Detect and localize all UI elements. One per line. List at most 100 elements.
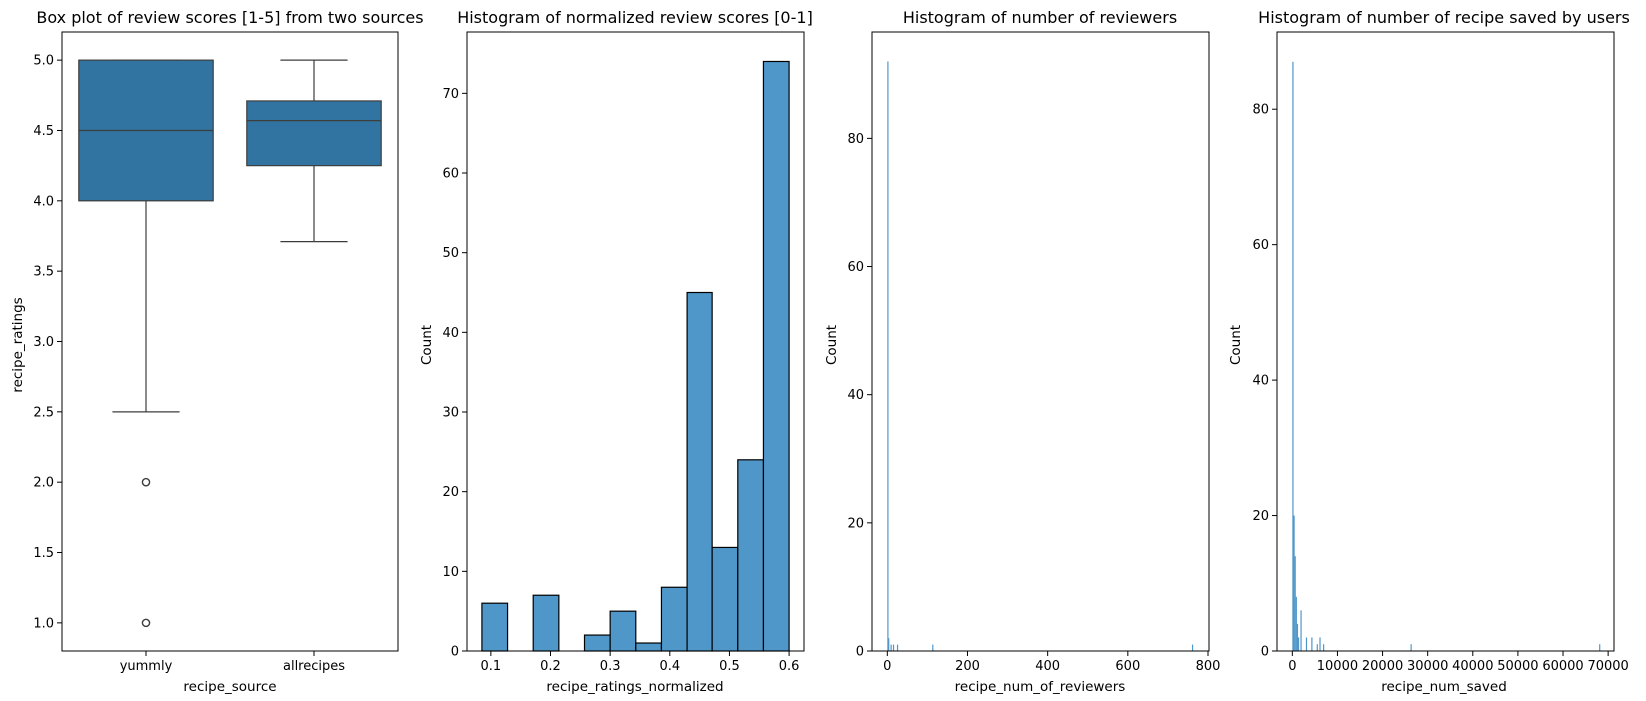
x-tick-label: 50000	[1497, 659, 1538, 674]
ratings-histogram-panel: Histogram of normalized review scores [0…	[419, 8, 813, 695]
y-tick-label: 40	[1252, 374, 1269, 389]
saved-histogram-ylabel: Count	[1228, 325, 1244, 365]
y-tick-label: 60	[1252, 238, 1269, 253]
y-tick-label: 4.5	[33, 124, 54, 139]
x-tick-label: 600	[1115, 659, 1140, 674]
boxplot-ylabel: recipe_ratings	[10, 297, 26, 392]
histogram-bar	[890, 644, 892, 651]
axes-frame	[871, 31, 1210, 652]
box-allrecipes	[246, 100, 382, 167]
y-tick-label: 60	[847, 260, 864, 275]
y-tick-label: 20	[1252, 509, 1269, 524]
histogram-bar	[711, 546, 739, 652]
y-tick-label: 4.0	[33, 194, 54, 209]
histogram-bar	[635, 642, 663, 652]
x-tick-label: 0.3	[600, 659, 621, 674]
outlier-point	[141, 618, 151, 628]
reviewers-histogram-title: Histogram of number of reviewers	[903, 8, 1177, 27]
histogram-bar	[737, 459, 765, 652]
y-tick-label: 0	[451, 645, 459, 660]
histogram-bar	[1410, 644, 1412, 651]
y-tick-label: 2.5	[33, 405, 54, 420]
y-tick-label: 40	[847, 388, 864, 403]
histogram-bar	[762, 60, 790, 652]
axes-frame	[466, 31, 805, 652]
saved-histogram-title: Histogram of number of recipe saved by u…	[1258, 8, 1630, 27]
outlier-point	[141, 477, 151, 487]
x-tick-label: 0.1	[481, 659, 502, 674]
histogram-bar	[532, 594, 560, 652]
reviewers-histogram-xlabel: recipe_num_of_reviewers	[955, 679, 1126, 695]
y-tick-label: 1.0	[33, 616, 54, 631]
y-tick-label: 1.5	[33, 546, 54, 561]
histogram-bar	[1599, 644, 1601, 651]
axes-frame	[1276, 31, 1615, 652]
histogram-bar	[1295, 596, 1297, 651]
histogram-bar	[892, 644, 895, 651]
x-tick-label: 0	[1288, 659, 1296, 674]
histogram-bar	[609, 610, 637, 652]
ratings-histogram-title: Histogram of normalized review scores [0…	[457, 8, 813, 27]
x-tick-label: 20000	[1362, 659, 1403, 674]
histogram-bar	[1191, 644, 1194, 651]
saved-histogram-xlabel: recipe_num_saved	[1381, 679, 1507, 695]
y-tick-label: 80	[1252, 103, 1269, 118]
y-tick-label: 2.0	[33, 476, 54, 491]
boxplot-marks: yummly allrecipes 1.0 1.5 2.0 2.5 3.0 3.5 4.0 4.5…	[33, 31, 399, 674]
histogram-bar	[1294, 556, 1296, 651]
histogram-bar	[1297, 637, 1300, 651]
x-tick-label: 0.6	[779, 659, 800, 674]
y-tick-label: 30	[442, 406, 459, 421]
x-tick-label: 400	[1035, 659, 1060, 674]
histogram-bar	[1293, 515, 1295, 651]
ratings-histogram-xlabel: recipe_ratings_normalized	[546, 679, 723, 695]
histogram-bar	[888, 638, 890, 651]
ratings-histogram-ylabel: Count	[419, 325, 435, 365]
y-tick-label: 20	[442, 485, 459, 500]
y-tick-label: 10	[442, 565, 459, 580]
y-tick-label: 20	[847, 516, 864, 531]
histogram-bar	[1319, 637, 1321, 651]
histogram-bar	[1305, 637, 1308, 651]
histogram-bar	[1296, 623, 1299, 651]
y-tick-label: 0	[856, 645, 864, 660]
x-tick-label: 0.5	[719, 659, 740, 674]
y-tick-label: 80	[847, 132, 864, 147]
histogram-bar	[1292, 61, 1294, 651]
boxplot-title: Box plot of review scores [1-5] from two…	[36, 8, 423, 27]
x-tick-label: 200	[955, 659, 980, 674]
y-tick-label: 3.0	[33, 335, 54, 350]
saved-histogram-panel: Histogram of number of recipe saved by u…	[1228, 8, 1630, 695]
histogram-bar	[686, 291, 713, 652]
histogram-bar	[887, 61, 889, 651]
y-tick-label: 40	[442, 326, 459, 341]
histogram-bar	[932, 644, 934, 651]
y-tick-label: 60	[442, 167, 459, 182]
reviewers-histogram-marks: 0 200 400 600 800 0 20 40 60 80	[847, 31, 1220, 674]
y-tick-label: 3.5	[33, 265, 54, 280]
histogram-bar	[896, 644, 899, 651]
x-tick-label: yummly	[120, 659, 173, 674]
boxplot-panel: Box plot of review scores [1-5] from two…	[10, 8, 424, 695]
x-tick-label: 0.4	[659, 659, 680, 674]
axes-frame	[61, 31, 399, 652]
y-tick-label: 70	[442, 87, 459, 102]
x-tick-label: 40000	[1452, 659, 1493, 674]
histogram-bar	[1300, 610, 1302, 651]
histogram-bar	[1323, 644, 1325, 651]
reviewers-histogram-ylabel: Count	[824, 325, 840, 365]
histogram-bar	[1311, 637, 1313, 651]
saved-histogram-marks: 0 10000 20000 30000 40000 50000 60000 70000 0 20 4…	[1252, 31, 1629, 674]
x-tick-label: 30000	[1407, 659, 1448, 674]
histogram-bar	[660, 586, 688, 652]
x-tick-label: 70000	[1587, 659, 1628, 674]
x-tick-label: 0.2	[540, 659, 561, 674]
y-tick-label: 50	[442, 246, 459, 261]
y-tick-label: 0	[1261, 645, 1269, 660]
x-tick-label: 10000	[1317, 659, 1358, 674]
histogram-bar	[583, 634, 611, 652]
histogram-bar	[481, 602, 509, 652]
x-tick-label: 60000	[1542, 659, 1583, 674]
reviewers-histogram-panel: Histogram of number of reviewers recipe_…	[824, 8, 1220, 695]
